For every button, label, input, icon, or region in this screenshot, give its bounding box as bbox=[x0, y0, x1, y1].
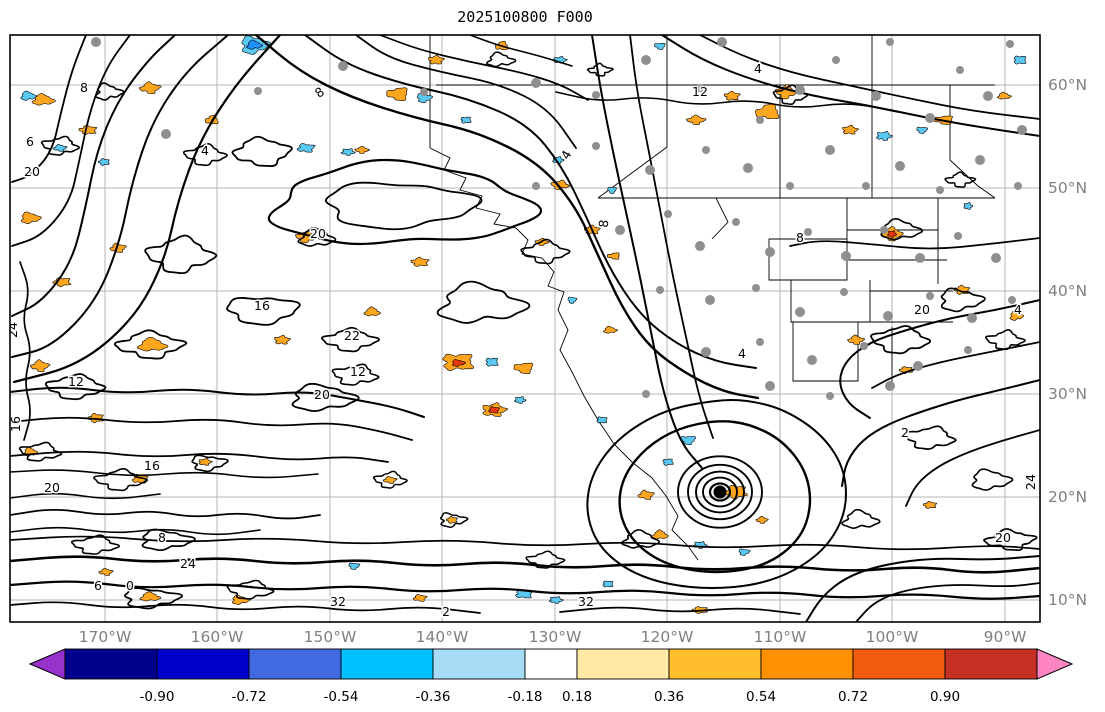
svg-text:24: 24 bbox=[5, 322, 20, 338]
svg-text:140°W: 140°W bbox=[416, 628, 469, 645]
svg-text:20: 20 bbox=[310, 226, 326, 241]
colorbar-band bbox=[668, 648, 762, 680]
svg-text:120°W: 120°W bbox=[641, 628, 694, 645]
svg-text:130°W: 130°W bbox=[529, 628, 582, 645]
colorbar-over-arrow bbox=[1036, 648, 1074, 680]
svg-text:50°N: 50°N bbox=[1048, 179, 1087, 197]
contour-rings bbox=[18, 51, 1038, 610]
positive-anomaly-fills bbox=[20, 40, 1024, 614]
svg-text:20: 20 bbox=[314, 387, 330, 402]
svg-text:110°W: 110°W bbox=[754, 628, 807, 645]
negative-anomaly-fills bbox=[20, 35, 1027, 604]
colorbar-band bbox=[248, 648, 342, 680]
negative-anomaly-cores bbox=[246, 39, 264, 50]
svg-text:16: 16 bbox=[8, 416, 23, 432]
station-dots bbox=[91, 37, 1027, 400]
axis-tick-labels: 170°W 160°W 150°W 140°W 130°W 120°W 110°W 100°W… bbox=[79, 76, 1087, 645]
svg-text:4: 4 bbox=[738, 346, 746, 361]
svg-text:16: 16 bbox=[144, 458, 160, 473]
svg-text:20: 20 bbox=[24, 164, 40, 179]
svg-text:20°N: 20°N bbox=[1048, 488, 1087, 506]
svg-text:2: 2 bbox=[901, 425, 909, 440]
svg-text:8: 8 bbox=[596, 219, 612, 228]
svg-text:4: 4 bbox=[754, 61, 762, 76]
plot-border bbox=[9, 34, 1041, 623]
colorbar-band bbox=[944, 648, 1038, 680]
colorbar-band bbox=[156, 648, 250, 680]
colorbar-tick-label: 0.18 bbox=[562, 689, 592, 705]
colorbar-tick-label: -0.72 bbox=[232, 689, 267, 705]
svg-text:8: 8 bbox=[158, 530, 166, 545]
svg-text:90°W: 90°W bbox=[984, 628, 1027, 645]
svg-text:6: 6 bbox=[26, 134, 34, 149]
colorbar-tick-label: -0.18 bbox=[508, 689, 543, 705]
svg-text:150°W: 150°W bbox=[304, 628, 357, 645]
svg-text:8: 8 bbox=[796, 230, 804, 245]
svg-text:100°W: 100°W bbox=[866, 628, 919, 645]
colorbar-tick-label: -0.54 bbox=[324, 689, 359, 705]
colorbar-band bbox=[576, 648, 670, 680]
svg-text:30°N: 30°N bbox=[1048, 385, 1087, 403]
colorbar-band bbox=[852, 648, 946, 680]
colorbar-tick-label: 0.36 bbox=[654, 689, 684, 705]
svg-text:10°N: 10°N bbox=[1048, 591, 1087, 609]
colorbar-tick-label: 0.90 bbox=[930, 689, 960, 705]
svg-text:22: 22 bbox=[344, 328, 360, 343]
svg-text:0: 0 bbox=[126, 578, 134, 593]
svg-text:8: 8 bbox=[312, 84, 327, 101]
colorbar-tick-label: 0.54 bbox=[746, 689, 776, 705]
svg-text:4: 4 bbox=[201, 143, 209, 158]
svg-text:20: 20 bbox=[44, 480, 60, 495]
svg-text:170°W: 170°W bbox=[79, 628, 132, 645]
svg-text:12: 12 bbox=[68, 374, 84, 389]
svg-text:20: 20 bbox=[914, 302, 930, 317]
svg-text:60°N: 60°N bbox=[1048, 76, 1087, 94]
colorbar-band bbox=[432, 648, 526, 680]
svg-text:6: 6 bbox=[94, 578, 102, 593]
colorbar-tick-label: -0.90 bbox=[140, 689, 175, 705]
svg-text:8: 8 bbox=[80, 80, 88, 95]
colorbar-band bbox=[64, 648, 158, 680]
colorbar-tick-label: 0.72 bbox=[838, 689, 868, 705]
svg-text:20: 20 bbox=[995, 530, 1011, 545]
svg-text:160°W: 160°W bbox=[191, 628, 244, 645]
positive-anomaly-cores bbox=[452, 230, 898, 414]
svg-text:16: 16 bbox=[254, 298, 270, 313]
svg-text:32: 32 bbox=[578, 594, 594, 609]
colorbar-under-arrow bbox=[28, 648, 66, 680]
colorbar-band bbox=[524, 648, 578, 680]
chart-title: 2025100800 F000 bbox=[457, 8, 593, 26]
colorbar-band bbox=[340, 648, 434, 680]
svg-text:24: 24 bbox=[180, 556, 196, 571]
svg-text:4: 4 bbox=[1014, 302, 1022, 317]
contour-lines bbox=[10, 35, 1040, 622]
svg-text:2: 2 bbox=[442, 604, 450, 619]
colorbar: -0.90 -0.72 -0.54 -0.36 -0.18 0.18 0.36 0.54 0.7… bbox=[28, 648, 1074, 705]
svg-text:24: 24 bbox=[1023, 474, 1038, 490]
svg-text:12: 12 bbox=[692, 84, 708, 99]
colorbar-tick-label: -0.36 bbox=[416, 689, 451, 705]
svg-text:40°N: 40°N bbox=[1048, 282, 1087, 300]
svg-text:32: 32 bbox=[330, 594, 346, 609]
colorbar-band bbox=[760, 648, 854, 680]
svg-text:12: 12 bbox=[350, 364, 366, 379]
tropical-cyclone bbox=[677, 455, 763, 529]
